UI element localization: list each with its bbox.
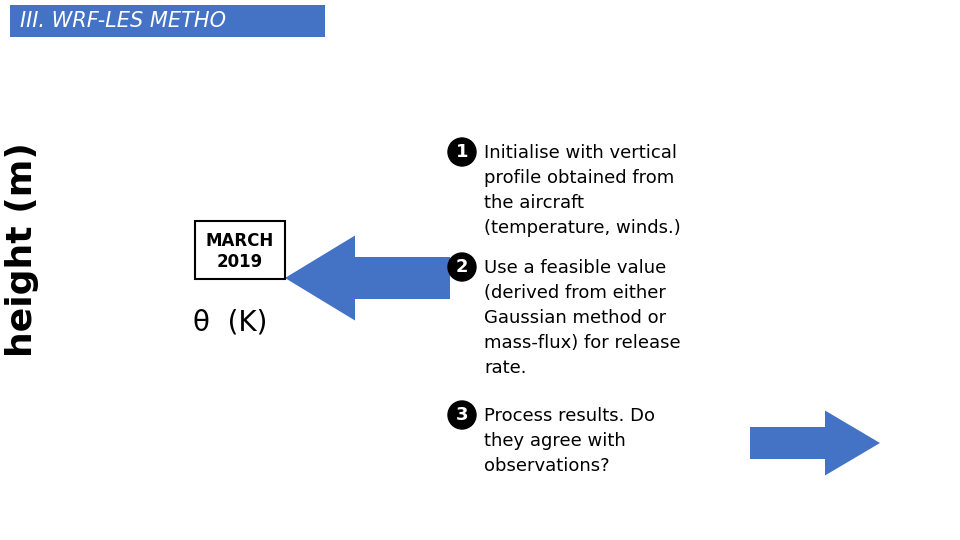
Circle shape [448,401,476,429]
Text: height (m): height (m) [5,143,39,357]
Text: 3: 3 [456,406,468,424]
Polygon shape [750,410,880,476]
Text: Use a feasible value
(derived from either
Gaussian method or
mass-flux) for rele: Use a feasible value (derived from eithe… [484,259,681,377]
Polygon shape [285,235,450,321]
Text: Process results. Do
they agree with
observations?: Process results. Do they agree with obse… [484,407,655,475]
Text: 2019: 2019 [217,253,263,271]
Text: III. WRF-LES METHO: III. WRF-LES METHO [20,11,226,31]
Text: 1: 1 [456,143,468,161]
Circle shape [448,138,476,166]
Text: Initialise with vertical
profile obtained from
the aircraft
(temperature, winds.: Initialise with vertical profile obtaine… [484,144,681,237]
FancyBboxPatch shape [195,221,285,279]
FancyBboxPatch shape [10,5,325,37]
Text: θ  (K): θ (K) [193,308,267,336]
Text: 2: 2 [456,258,468,276]
Circle shape [448,253,476,281]
Text: MARCH: MARCH [205,232,275,251]
